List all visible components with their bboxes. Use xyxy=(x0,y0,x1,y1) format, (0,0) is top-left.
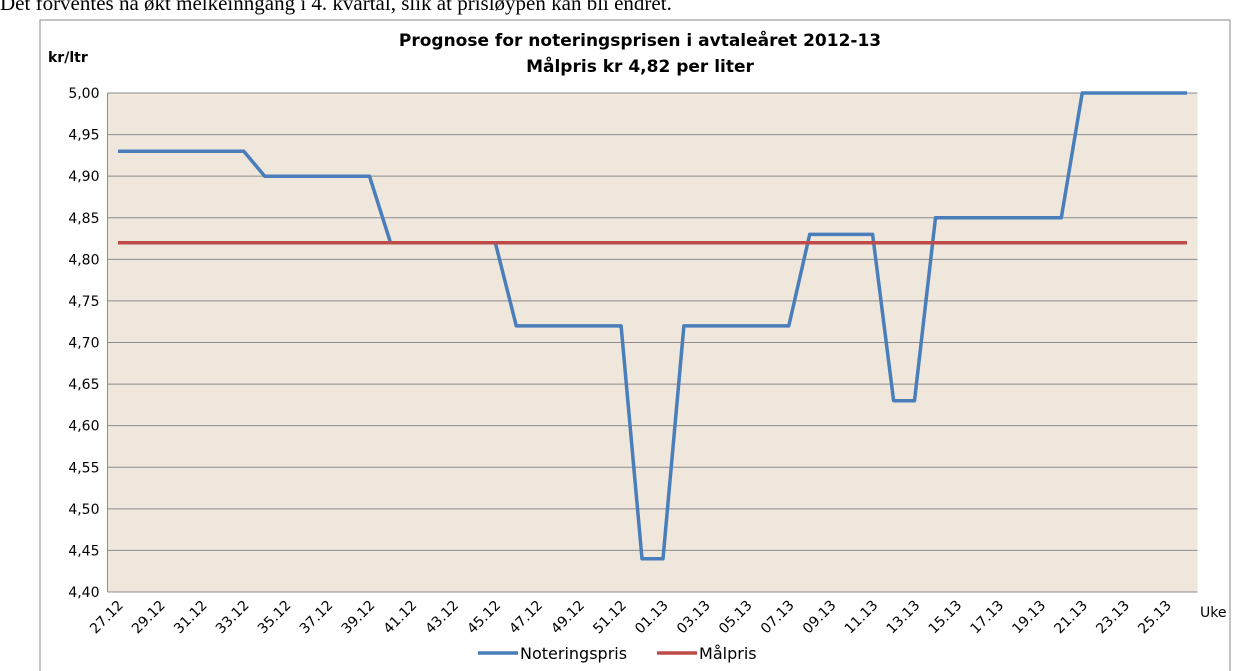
chart-subtitle: Målpris kr 4,82 per liter xyxy=(526,55,754,77)
y-tick-label: 4,95 xyxy=(68,128,99,144)
y-tick-label: 4,85 xyxy=(68,211,99,227)
y-tick-label: 5,00 xyxy=(68,86,99,102)
y-tick-label: 4,65 xyxy=(68,377,99,393)
y-tick-label: 4,45 xyxy=(68,543,99,559)
legend-label: Målpris xyxy=(699,644,757,663)
y-tick-label: 4,50 xyxy=(68,502,99,518)
y-tick-label: 4,70 xyxy=(68,336,99,352)
document-text: Det forventes nå økt melkeinngang i 4. k… xyxy=(0,0,672,15)
y-tick-label: 4,90 xyxy=(68,169,99,185)
series-line xyxy=(118,91,1187,561)
chart-title: Prognose for noteringsprisen i avtaleåre… xyxy=(399,29,881,51)
y-axis-label: kr/ltr xyxy=(48,50,88,66)
y-tick-label: 4,80 xyxy=(68,252,99,268)
y-tick-label: 4,75 xyxy=(68,294,99,310)
y-tick-label: 4,40 xyxy=(68,585,99,601)
x-axis-label: Uke xyxy=(1200,605,1226,621)
legend-label: Noteringspris xyxy=(520,644,627,663)
y-tick-label: 4,60 xyxy=(68,419,99,435)
y-tick-label: 4,55 xyxy=(68,460,99,476)
